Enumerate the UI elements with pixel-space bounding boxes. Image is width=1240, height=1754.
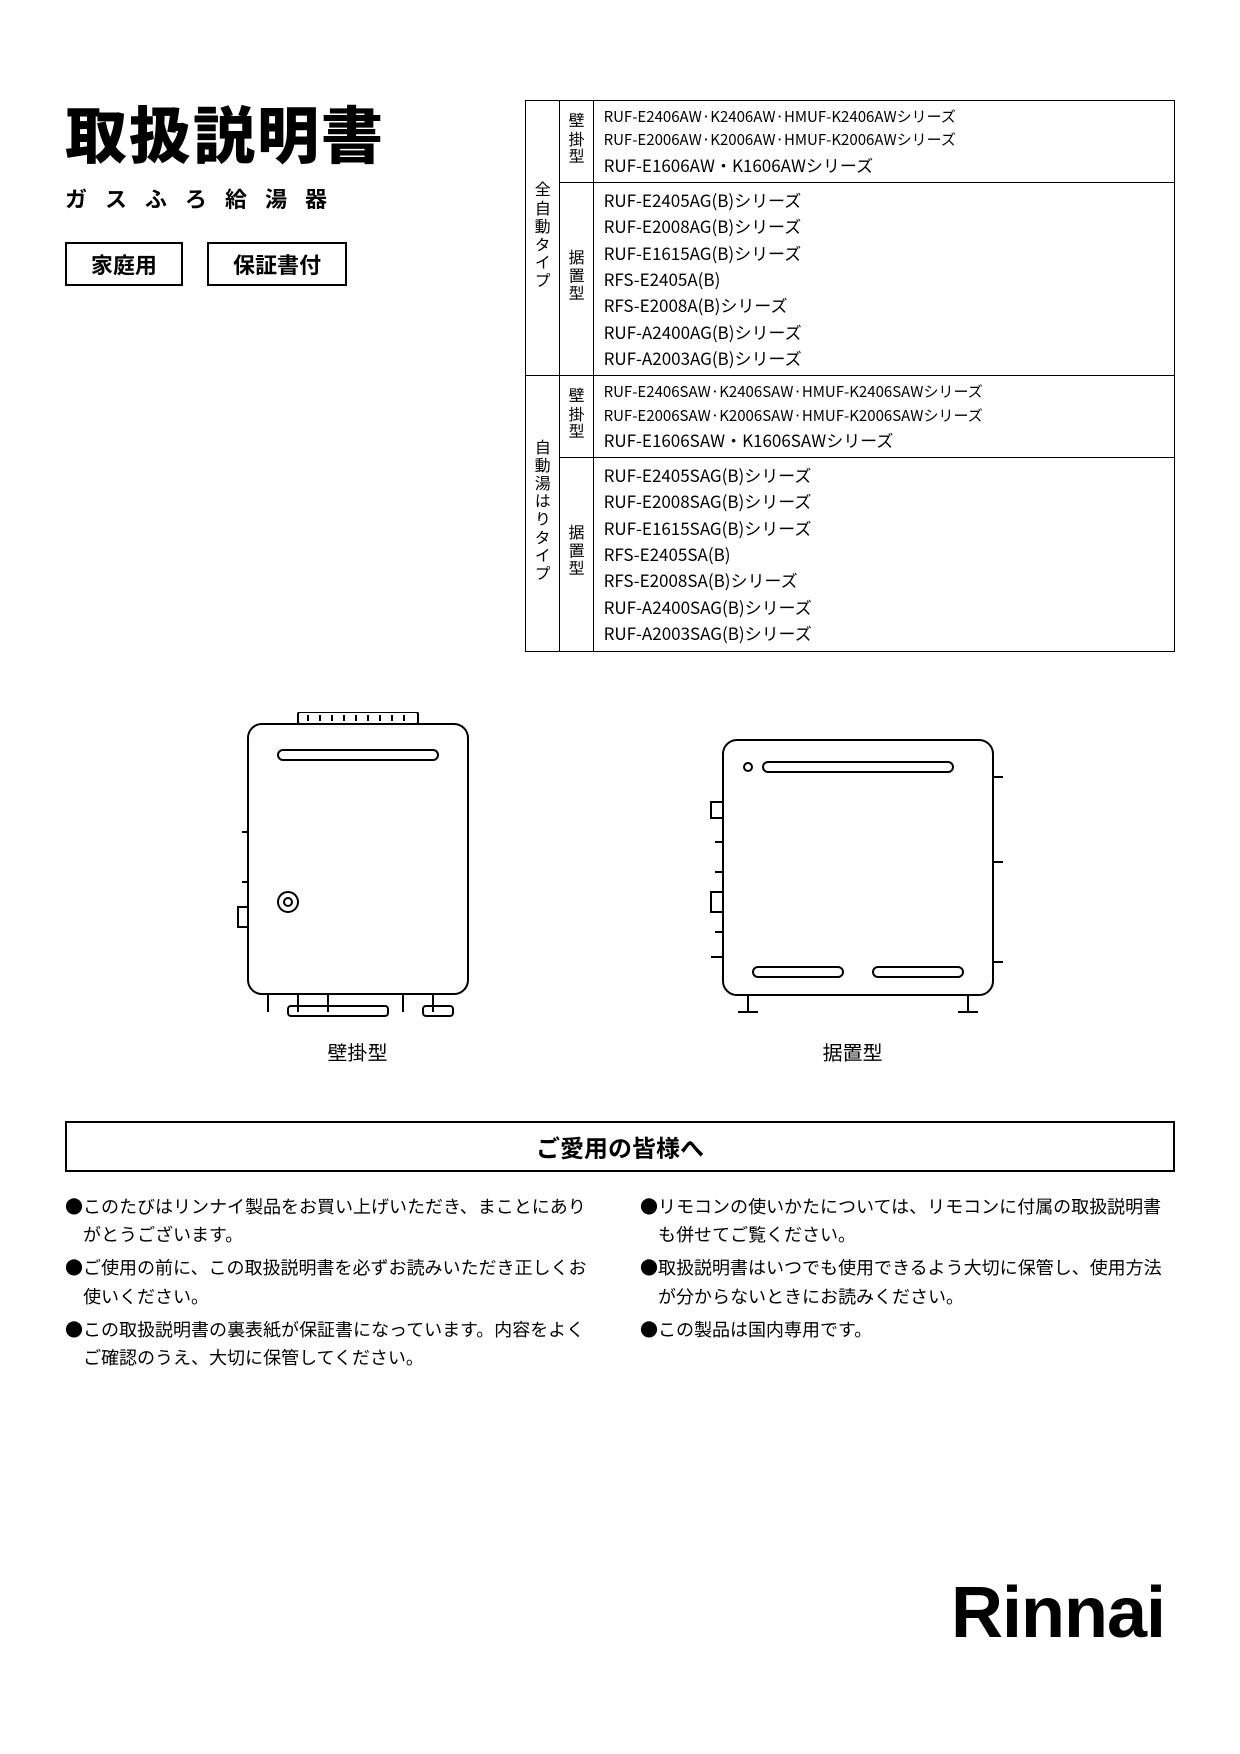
bullets-left: ●このたびはリンナイ製品をお買い上げいただき、まことにありがとうございます。●ご… [65, 1192, 600, 1377]
model-line: RUF-E1615SAG(B)シリーズ [604, 515, 1164, 541]
model-table: 全自動タイプ壁掛型RUF-E2406AW·K2406AW·HMUF-K2406A… [525, 100, 1175, 652]
main-title: 取扱説明書 [65, 100, 485, 162]
badge-warranty: 保証書付 [207, 242, 347, 286]
model-line: RUF-E2405AG(B)シリーズ [604, 187, 1164, 213]
mount-label: 据置型 [564, 249, 589, 303]
diagram-wall-mount: 壁掛型 [228, 712, 488, 1066]
diagram-caption-wall: 壁掛型 [228, 1037, 488, 1066]
model-table-row: 据置型RUF-E2405SAG(B)シリーズRUF-E2008SAG(B)シリー… [526, 458, 1175, 651]
badges: 家庭用 保証書付 [65, 242, 485, 286]
floor-standing-icon [693, 732, 1013, 1022]
model-table-row: 据置型RUF-E2405AG(B)シリーズRUF-E2008AG(B)シリーズR… [526, 182, 1175, 375]
models-cell: RUF-E2405AG(B)シリーズRUF-E2008AG(B)シリーズRUF-… [593, 182, 1174, 375]
bullets-right: ●リモコンの使いかたについては、リモコンに付属の取扱説明書も併せてご覧ください。… [640, 1192, 1175, 1377]
type-label: 自動湯はりタイプ [530, 438, 555, 582]
bullet-text: ご使用の前に、この取扱説明書を必ずお読みいただき正しくお使いください。 [83, 1253, 600, 1311]
title-block: 取扱説明書 ガスふろ給湯器 家庭用 保証書付 [65, 100, 485, 286]
bullet-mark: ● [65, 1315, 83, 1373]
mount-label: 据置型 [564, 524, 589, 578]
subtitle: ガスふろ給湯器 [65, 182, 485, 214]
model-line: RFS-E2405A(B) [604, 266, 1164, 292]
model-line: RFS-E2008A(B)シリーズ [604, 292, 1164, 318]
bullet-mark: ● [65, 1192, 83, 1250]
model-line: RUF-E2006SAW·K2006SAW·HMUF-K2006SAWシリーズ [604, 404, 1164, 427]
bullet-text: リモコンの使いかたについては、リモコンに付属の取扱説明書も併せてご覧ください。 [658, 1192, 1175, 1250]
model-line: RFS-E2405SA(B) [604, 541, 1164, 567]
bullet-mark: ● [640, 1192, 658, 1250]
mount-cell: 壁掛型 [559, 101, 593, 183]
mount-cell: 壁掛型 [559, 376, 593, 458]
type-label: 全自動タイプ [530, 181, 555, 289]
type-cell: 自動湯はりタイプ [526, 376, 560, 651]
model-line: RUF-E1606SAW・K1606SAWシリーズ [604, 427, 1164, 453]
diagram-caption-floor: 据置型 [693, 1037, 1013, 1066]
top-row: 取扱説明書 ガスふろ給湯器 家庭用 保証書付 全自動タイプ壁掛型RUF-E240… [65, 100, 1175, 652]
bullet-item: ●このたびはリンナイ製品をお買い上げいただき、まことにありがとうございます。 [65, 1192, 600, 1250]
bullet-item: ●この取扱説明書の裏表紙が保証書になっています。内容をよくご確認のうえ、大切に保… [65, 1315, 600, 1373]
model-line: RUF-E2406SAW·K2406SAW·HMUF-K2406SAWシリーズ [604, 380, 1164, 403]
badge-home-use: 家庭用 [65, 242, 183, 286]
models-cell: RUF-E2406SAW·K2406SAW·HMUF-K2406SAWシリーズR… [593, 376, 1174, 458]
bullet-item: ●この製品は国内専用です。 [640, 1315, 1175, 1344]
bullet-text: このたびはリンナイ製品をお買い上げいただき、まことにありがとうございます。 [83, 1192, 600, 1250]
bullet-text: この製品は国内専用です。 [658, 1315, 1175, 1344]
model-line: RUF-A2400SAG(B)シリーズ [604, 594, 1164, 620]
model-line: RUF-A2400AG(B)シリーズ [604, 319, 1164, 345]
bullet-item: ●取扱説明書はいつでも使用できるよう大切に保管し、使用方法が分からないときにお読… [640, 1253, 1175, 1311]
bullets-row: ●このたびはリンナイ製品をお買い上げいただき、まことにありがとうございます。●ご… [65, 1192, 1175, 1377]
model-table-row: 自動湯はりタイプ壁掛型RUF-E2406SAW·K2406SAW·HMUF-K2… [526, 376, 1175, 458]
diagram-floor-standing: 据置型 [693, 732, 1013, 1066]
models-cell: RUF-E2406AW·K2406AW·HMUF-K2406AWシリーズRUF-… [593, 101, 1174, 183]
bullet-item: ●リモコンの使いかたについては、リモコンに付属の取扱説明書も併せてご覧ください。 [640, 1192, 1175, 1250]
bullet-mark: ● [65, 1253, 83, 1311]
model-line: RUF-E2008SAG(B)シリーズ [604, 488, 1164, 514]
bullet-mark: ● [640, 1253, 658, 1311]
model-line: RUF-A2003AG(B)シリーズ [604, 345, 1164, 371]
models-cell: RUF-E2405SAG(B)シリーズRUF-E2008SAG(B)シリーズRU… [593, 458, 1174, 651]
model-line: RUF-E2008AG(B)シリーズ [604, 213, 1164, 239]
model-line: RUF-E1606AW・K1606AWシリーズ [604, 152, 1164, 178]
bullet-text: この取扱説明書の裏表紙が保証書になっています。内容をよくご確認のうえ、大切に保管… [83, 1315, 600, 1373]
message-heading: ご愛用の皆様へ [65, 1121, 1175, 1172]
bullet-item: ●ご使用の前に、この取扱説明書を必ずお読みいただき正しくお使いください。 [65, 1253, 600, 1311]
bullet-mark: ● [640, 1315, 658, 1344]
model-line: RUF-E2006AW·K2006AW·HMUF-K2006AWシリーズ [604, 128, 1164, 151]
model-line: RUF-E2405SAG(B)シリーズ [604, 462, 1164, 488]
mount-label: 壁掛型 [564, 112, 589, 166]
mount-label: 壁掛型 [564, 387, 589, 441]
wall-mount-icon [228, 712, 488, 1022]
model-line: RUF-A2003SAG(B)シリーズ [604, 620, 1164, 646]
mount-cell: 据置型 [559, 458, 593, 651]
page: 取扱説明書 ガスふろ給湯器 家庭用 保証書付 全自動タイプ壁掛型RUF-E240… [0, 0, 1240, 1754]
model-line: RUF-E2406AW·K2406AW·HMUF-K2406AWシリーズ [604, 105, 1164, 128]
model-line: RFS-E2008SA(B)シリーズ [604, 567, 1164, 593]
mount-cell: 据置型 [559, 182, 593, 375]
model-table-row: 全自動タイプ壁掛型RUF-E2406AW·K2406AW·HMUF-K2406A… [526, 101, 1175, 183]
model-line: RUF-E1615AG(B)シリーズ [604, 240, 1164, 266]
type-cell: 全自動タイプ [526, 101, 560, 376]
bullet-text: 取扱説明書はいつでも使用できるよう大切に保管し、使用方法が分からないときにお読み… [658, 1253, 1175, 1311]
diagrams-row: 壁掛型 [65, 712, 1175, 1066]
brand-logo: Rinnai [951, 1572, 1165, 1654]
